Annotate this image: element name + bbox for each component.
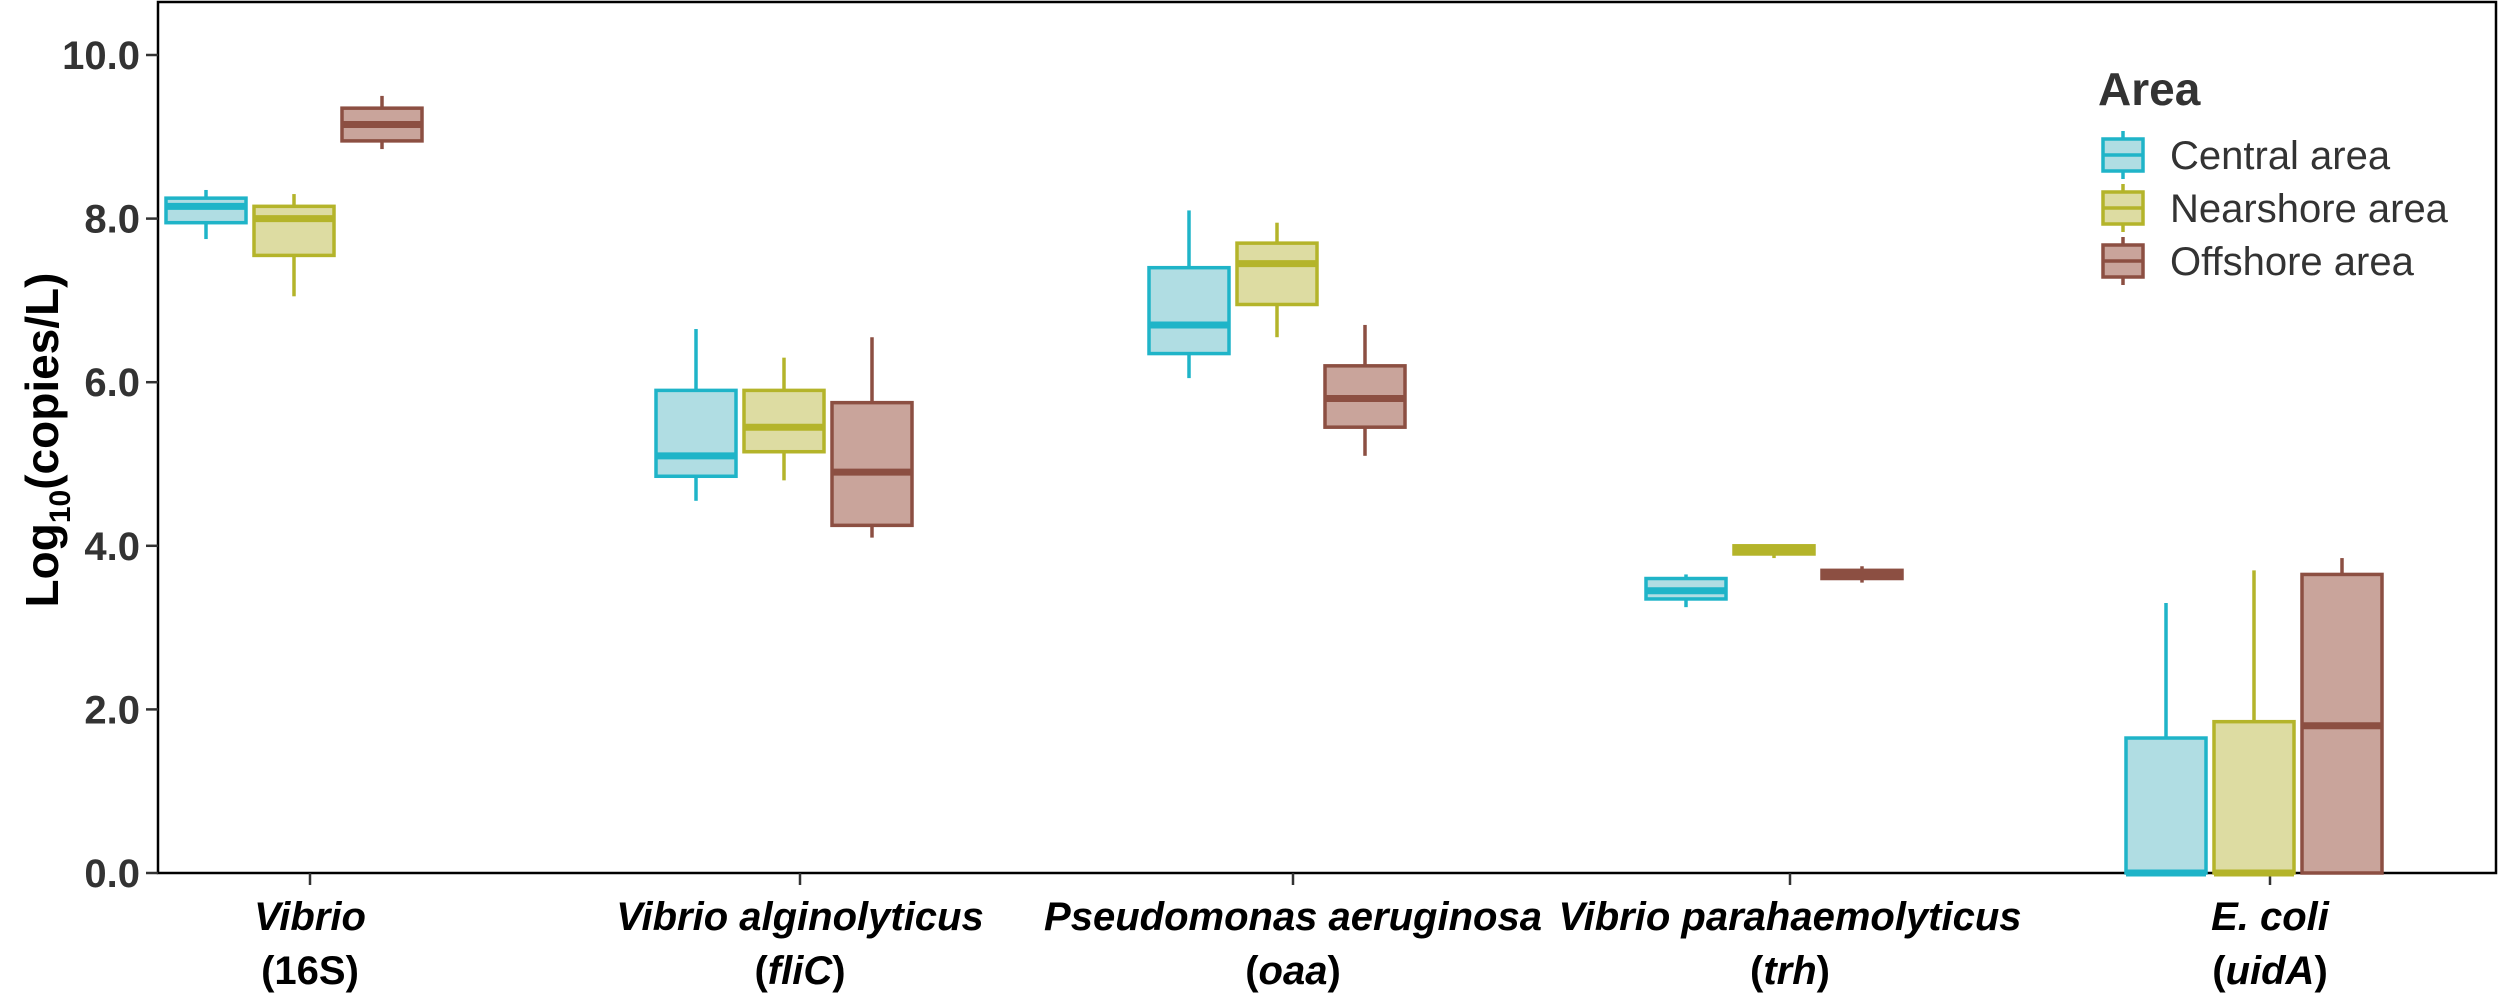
legend: Area Central area Nearshore area Offshore … bbox=[2098, 63, 2449, 285]
box-offshore-area bbox=[2300, 558, 2384, 875]
box-central-area bbox=[1644, 574, 1728, 608]
y-tick-label: 4.0 bbox=[84, 525, 140, 569]
box-nearshore-area bbox=[742, 357, 826, 481]
box-iqr bbox=[164, 196, 248, 225]
x-axis: Vibrio (16S) Vibrio alginolyticus (fliC) Pse… bbox=[254, 873, 2330, 993]
box-iqr bbox=[2212, 719, 2296, 875]
box-iqr bbox=[2124, 736, 2208, 875]
x-tick-label-gene: (oaa) bbox=[1245, 949, 1341, 993]
box-iqr bbox=[1147, 265, 1231, 356]
y-tick-label: 0.0 bbox=[84, 852, 140, 896]
y-tick-label: 6.0 bbox=[84, 361, 140, 405]
y-axis-title-subscript: 10 bbox=[44, 490, 77, 523]
box-nearshore-area bbox=[252, 194, 336, 297]
box-series bbox=[164, 95, 2384, 877]
x-tick-label-species: Vibrio alginolyticus bbox=[616, 895, 983, 939]
box-nearshore-area bbox=[1235, 222, 1319, 338]
y-axis-title-rest: (copies/L) bbox=[16, 273, 68, 490]
y-tick-label: 10.0 bbox=[62, 34, 140, 78]
legend-label: Offshore area bbox=[2170, 240, 2415, 284]
legend-label: Central area bbox=[2170, 134, 2391, 178]
y-tick-label: 2.0 bbox=[84, 688, 140, 732]
box-offshore-area bbox=[1323, 324, 1407, 456]
box-nearshore-area bbox=[1732, 544, 1816, 559]
box-iqr bbox=[654, 388, 738, 479]
x-tick-label-species: Vibrio parahaemolyticus bbox=[1558, 895, 2021, 939]
legend-key-nearshore-area bbox=[2101, 184, 2145, 232]
y-axis: 0.0 2.0 4.0 6.0 8.0 10.0 bbox=[62, 34, 158, 896]
box-central-area bbox=[1147, 210, 1231, 379]
box-central-area bbox=[654, 329, 738, 501]
x-tick-label-species: Pseudomonas aeruginosa bbox=[1044, 895, 1542, 939]
y-axis-title-main: Log bbox=[16, 523, 68, 607]
box-iqr bbox=[252, 204, 336, 258]
box-offshore-area bbox=[340, 95, 424, 150]
legend-label: Nearshore area bbox=[2170, 187, 2449, 231]
x-tick-label-gene: (fliC) bbox=[754, 949, 845, 993]
x-tick-label-gene: (uidA) bbox=[2212, 949, 2328, 993]
legend-key-central-area bbox=[2101, 131, 2145, 179]
box-iqr bbox=[830, 400, 914, 528]
x-tick-label-gene: (16S) bbox=[261, 949, 359, 993]
box-offshore-area bbox=[1820, 566, 1904, 583]
box-offshore-area bbox=[830, 337, 914, 538]
y-axis-title: Log10(copies/L) bbox=[16, 273, 77, 608]
box-central-area bbox=[2124, 603, 2208, 877]
box-iqr bbox=[742, 388, 826, 454]
box-central-area bbox=[164, 189, 248, 240]
x-tick-label-gene: (trh) bbox=[1750, 949, 1830, 993]
box-nearshore-area bbox=[2212, 570, 2296, 877]
x-tick-label-species: Vibrio bbox=[254, 895, 366, 939]
x-tick-label-species: E. coli bbox=[2211, 895, 2330, 939]
legend-title: Area bbox=[2098, 63, 2201, 115]
y-tick-label: 8.0 bbox=[84, 198, 140, 242]
legend-key-offshore-area bbox=[2101, 237, 2145, 285]
box-iqr bbox=[1235, 241, 1319, 307]
